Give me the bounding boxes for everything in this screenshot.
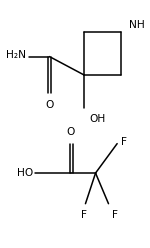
Text: F: F [81, 210, 87, 220]
Text: H₂N: H₂N [6, 50, 26, 60]
Text: O: O [45, 100, 54, 110]
Text: OH: OH [89, 114, 105, 124]
Text: NH: NH [129, 20, 145, 30]
Text: F: F [112, 210, 118, 220]
Text: HO: HO [17, 168, 33, 178]
Text: O: O [67, 127, 75, 137]
Text: F: F [121, 137, 127, 147]
